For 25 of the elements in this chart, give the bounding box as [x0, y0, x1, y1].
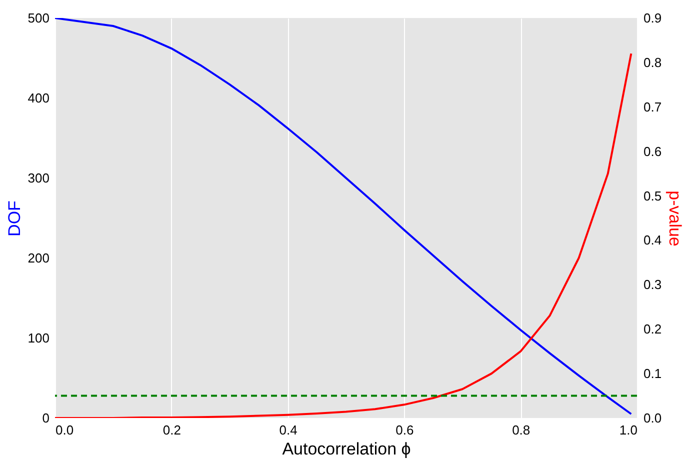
y2-tick-label: 0.1: [644, 366, 662, 382]
x-tick-label: 0.8: [512, 422, 530, 438]
x-tick-label: 0.2: [162, 422, 181, 438]
x-tick-label: 0.4: [279, 422, 298, 438]
y2-tick-label: 0.8: [644, 54, 662, 70]
y-tick-label: 500: [28, 10, 50, 26]
y2-tick-label: 0.3: [644, 277, 662, 292]
y-tick-label: 200: [28, 250, 50, 266]
y-tick-label: 100: [28, 330, 50, 346]
y-tick-label: 0: [42, 410, 50, 426]
y2-tick-label: 0.0: [644, 410, 662, 426]
y-axis-title: DOF: [4, 200, 24, 236]
y2-tick-label: 0.6: [644, 144, 662, 159]
y2-axis-title: p-value: [666, 190, 685, 246]
y-tick-label: 400: [28, 90, 50, 106]
x-tick-label: 1.0: [619, 422, 638, 438]
x-tick-label: 0.0: [56, 422, 74, 438]
y-tick-label: 300: [28, 170, 50, 186]
y2-tick-label: 0.7: [644, 99, 662, 114]
y2-tick-label: 0.4: [644, 232, 662, 248]
y2-tick-label: 0.9: [644, 10, 662, 26]
x-axis-title: Autocorrelation ϕ: [282, 440, 411, 458]
y2-tick-label: 0.2: [644, 322, 662, 337]
x-tick-label: 0.6: [396, 422, 414, 438]
y2-tick-label: 0.5: [644, 188, 662, 204]
